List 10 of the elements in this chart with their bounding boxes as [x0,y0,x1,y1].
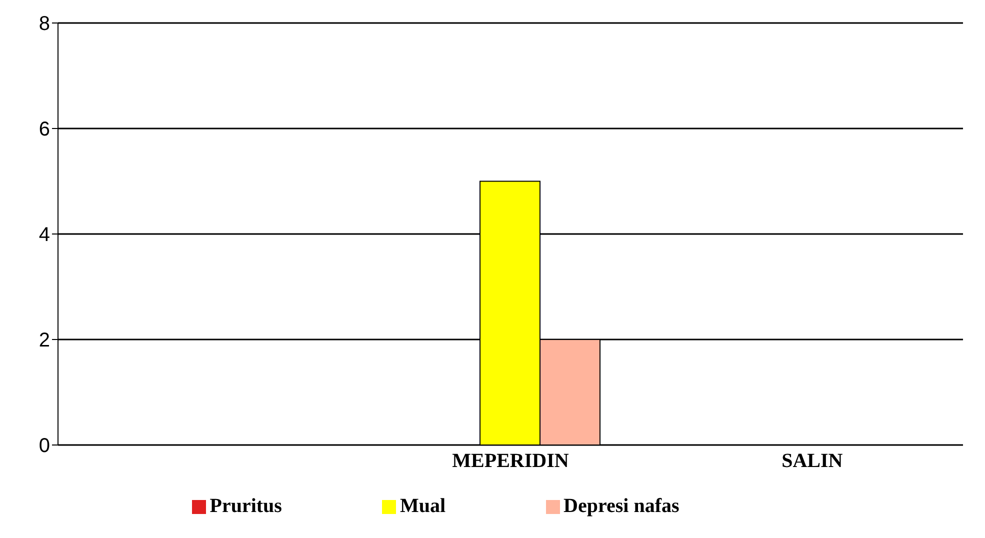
y-tick-label: 8 [38,13,50,36]
legend-label: Mual [400,495,446,517]
x-tick-label: SALIN [782,450,844,472]
y-tick-label: 6 [38,118,50,141]
y-tick-label: 0 [38,435,50,458]
y-tick-label: 4 [38,224,50,246]
y-tick-label: 2 [38,330,50,352]
x-tick-label: MEPERIDIN [452,450,570,472]
legend-label: Pruritus [210,495,282,517]
legend-label: Depresi nafas [564,495,680,517]
